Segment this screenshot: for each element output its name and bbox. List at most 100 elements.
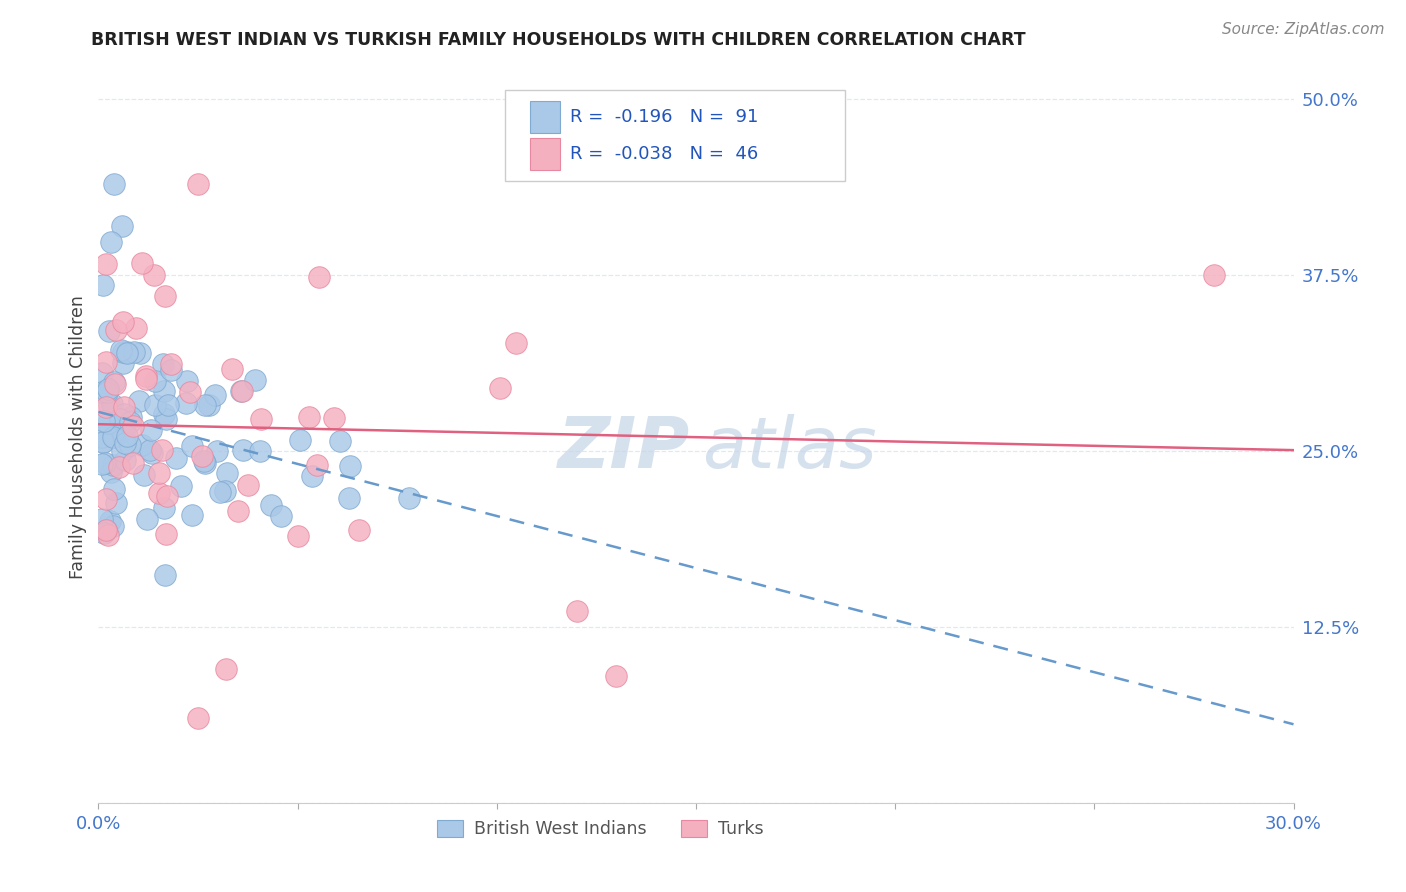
Point <box>96 355 118 369</box>
Point <box>103 375 125 389</box>
Point <box>114 407 136 421</box>
Point <box>221 362 243 376</box>
Point <box>150 442 173 457</box>
Point <box>104 496 127 510</box>
Point <box>238 478 260 492</box>
Point <box>197 398 219 412</box>
Legend: British West Indians, Turks: British West Indians, Turks <box>430 813 770 846</box>
Point <box>208 484 231 499</box>
Point <box>337 491 360 505</box>
Point <box>191 449 214 463</box>
Point <box>181 439 204 453</box>
Point <box>111 315 134 329</box>
Point <box>156 489 179 503</box>
Point <box>94 523 117 537</box>
Point <box>157 398 180 412</box>
Point <box>131 438 153 452</box>
Point <box>112 400 135 414</box>
Point <box>1202 268 1225 283</box>
Point <box>231 384 253 398</box>
Y-axis label: Family Households with Children: Family Households with Children <box>69 295 87 579</box>
Point <box>155 567 177 582</box>
Point <box>155 412 177 426</box>
Point <box>143 268 166 283</box>
Point <box>97 416 120 430</box>
Point <box>170 479 193 493</box>
Point <box>179 385 201 400</box>
Point <box>91 385 114 400</box>
Point <box>305 458 328 472</box>
Point <box>91 435 114 450</box>
Point <box>103 177 125 191</box>
Point <box>215 662 238 676</box>
Point <box>96 492 118 507</box>
Point <box>249 443 271 458</box>
Point <box>259 499 281 513</box>
Point <box>308 269 330 284</box>
Point <box>114 429 136 443</box>
Point <box>129 346 152 360</box>
Point <box>329 434 352 449</box>
Point <box>141 446 163 460</box>
Point <box>194 456 217 470</box>
Point <box>94 456 117 470</box>
Point <box>98 398 121 412</box>
Point <box>567 604 589 618</box>
Point <box>98 515 122 529</box>
Point <box>215 466 238 480</box>
Point <box>101 519 124 533</box>
FancyBboxPatch shape <box>505 90 845 181</box>
Point <box>193 454 215 468</box>
Point <box>148 486 170 500</box>
Point <box>101 458 124 472</box>
Point <box>101 397 124 411</box>
Point <box>131 256 153 270</box>
Point <box>100 465 122 479</box>
Point <box>152 357 174 371</box>
Point <box>205 444 228 458</box>
Point <box>121 419 143 434</box>
Text: Source: ZipAtlas.com: Source: ZipAtlas.com <box>1222 22 1385 37</box>
Point <box>91 457 114 471</box>
Point <box>111 444 134 458</box>
Point <box>298 409 321 424</box>
Point <box>91 511 114 525</box>
Point <box>115 345 138 359</box>
Point <box>108 411 131 425</box>
Point <box>270 508 292 523</box>
Point <box>120 438 142 452</box>
Point <box>193 398 215 412</box>
Point <box>243 373 266 387</box>
Point <box>96 524 118 538</box>
Point <box>287 528 309 542</box>
Point <box>97 528 120 542</box>
Point <box>105 323 128 337</box>
Point <box>98 324 121 338</box>
Point <box>120 409 142 424</box>
Point <box>134 468 156 483</box>
Point <box>91 429 114 443</box>
Point <box>96 385 118 400</box>
Text: ZIP: ZIP <box>558 414 690 483</box>
Point <box>93 525 115 540</box>
Point <box>96 257 118 271</box>
Point <box>165 450 187 465</box>
Point <box>176 396 198 410</box>
Point <box>91 435 114 450</box>
Point <box>93 414 115 428</box>
Point <box>91 366 114 380</box>
Point <box>143 375 166 389</box>
Point <box>112 356 135 370</box>
Point <box>139 423 162 437</box>
Point <box>96 400 118 414</box>
Point <box>122 456 145 470</box>
Point <box>115 344 138 359</box>
Point <box>229 384 252 398</box>
Point <box>135 372 157 386</box>
Point <box>155 527 177 541</box>
Point <box>139 442 162 457</box>
Point <box>114 435 136 450</box>
Point <box>160 357 183 371</box>
Point <box>301 468 323 483</box>
Point <box>214 483 236 498</box>
